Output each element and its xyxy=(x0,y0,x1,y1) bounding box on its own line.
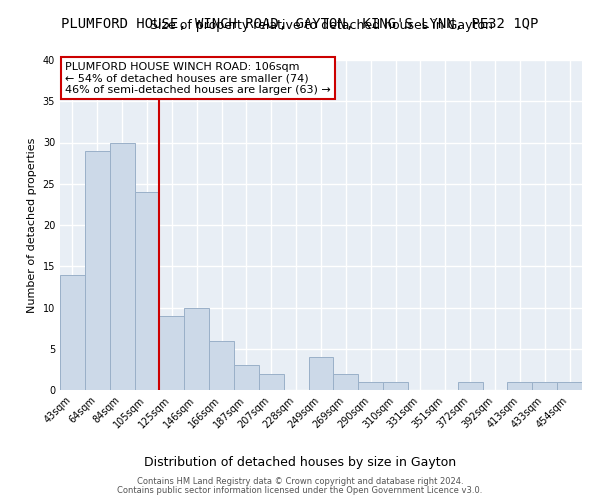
Bar xyxy=(259,374,284,390)
Text: Contains HM Land Registry data © Crown copyright and database right 2024.: Contains HM Land Registry data © Crown c… xyxy=(137,477,463,486)
Bar xyxy=(532,382,557,390)
Bar xyxy=(458,382,482,390)
Text: Distribution of detached houses by size in Gayton: Distribution of detached houses by size … xyxy=(144,456,456,469)
Bar xyxy=(184,308,209,390)
Bar xyxy=(383,382,408,390)
Bar xyxy=(508,382,532,390)
Bar xyxy=(110,142,134,390)
Bar xyxy=(358,382,383,390)
Text: Contains public sector information licensed under the Open Government Licence v3: Contains public sector information licen… xyxy=(118,486,482,495)
Text: PLUMFORD HOUSE, WINCH ROAD, GAYTON, KING'S LYNN, PE32 1QP: PLUMFORD HOUSE, WINCH ROAD, GAYTON, KING… xyxy=(61,18,539,32)
Bar xyxy=(60,274,85,390)
Bar xyxy=(160,316,184,390)
Y-axis label: Number of detached properties: Number of detached properties xyxy=(27,138,37,312)
Text: PLUMFORD HOUSE WINCH ROAD: 106sqm
← 54% of detached houses are smaller (74)
46% : PLUMFORD HOUSE WINCH ROAD: 106sqm ← 54% … xyxy=(65,62,331,95)
Bar xyxy=(234,365,259,390)
Bar xyxy=(209,340,234,390)
Bar xyxy=(557,382,582,390)
Bar xyxy=(334,374,358,390)
Bar xyxy=(85,151,110,390)
Bar xyxy=(308,357,334,390)
Title: Size of property relative to detached houses in Gayton: Size of property relative to detached ho… xyxy=(149,20,493,32)
Bar xyxy=(134,192,160,390)
